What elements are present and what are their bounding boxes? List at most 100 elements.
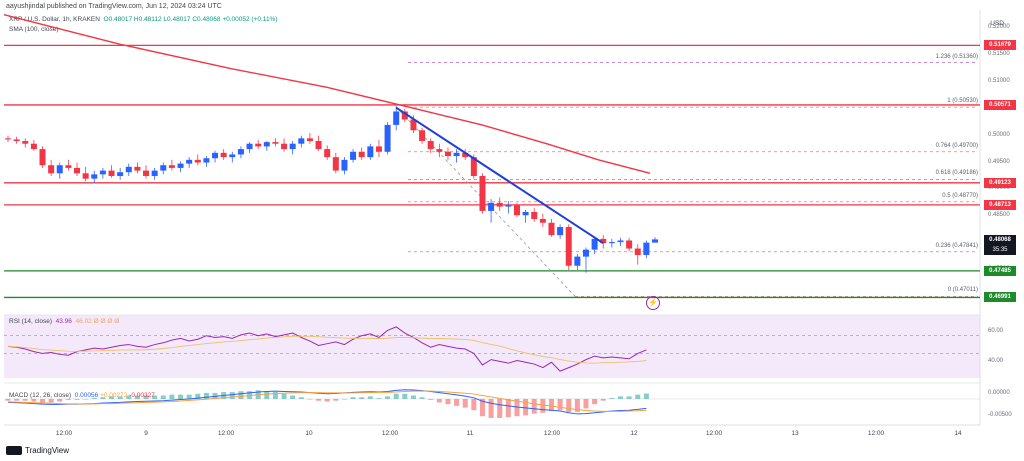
candle-body-23 [203,158,210,163]
macd-hist-36 [316,398,322,401]
candle-body-13 [117,172,124,176]
sma-legend: SMA (100, close) [9,26,59,33]
candle-body-33 [289,143,296,150]
candle-body-46 [401,111,408,120]
macd-hist-73 [635,394,641,399]
candle-body-24 [212,152,219,159]
candle-body-57 [496,202,503,207]
candle-body-63 [548,222,555,236]
macd-hist-22 [195,393,201,399]
candle-body-8 [74,167,81,174]
candle-body-32 [281,143,288,150]
symbol-legend: XRP / U.S. Dollar, 1h, KRAKEN O0.48017 H… [9,16,278,23]
macd-hist-71 [617,396,623,399]
macd-hist-51 [445,398,451,405]
candle-body-39 [341,159,348,171]
macd-hist-69 [600,398,606,401]
price-level-box-2: 0.49123 [984,177,1016,188]
macd-hist-63 [548,398,554,412]
rsi-line [7,326,647,372]
candle-body-14 [125,166,132,173]
macd-legend: MACD (12, 26, close) 0.00056 +0.00272 -0… [9,392,155,399]
candle-body-1 [13,139,20,142]
macd-hist-43 [376,398,382,399]
macd-hist-17 [152,395,158,399]
price-tick-0: 0.52000 [988,24,1010,31]
macd-hist-52 [454,398,460,406]
macd-tick-neg: -0.00500 [988,412,1012,418]
macd-hist-6 [57,398,63,402]
candle-body-68 [591,238,598,250]
candle-body-37 [324,149,331,158]
time-tick-3: 10 [305,430,313,437]
ohlc-values: O0.48017 H0.48112 L0.48017 C0.48068 +0.0… [103,16,278,23]
candle-body-5 [48,165,55,174]
macd-hist-46 [402,393,408,399]
macd-hist-37 [324,398,330,402]
macd-hist-57 [497,398,503,418]
fib-label-0: 1.236 (0.51360) [935,53,978,60]
time-tick-0: 12:00 [55,430,73,437]
candle-body-45 [393,111,400,125]
price-level-box-3: 0.48713 [984,199,1016,210]
candle-body-20 [177,163,184,168]
rsi-background [4,315,980,378]
candle-body-2 [22,141,29,144]
candle-body-70 [608,242,615,244]
macd-hist-44 [385,396,391,399]
candle-body-9 [82,173,89,179]
macd-value-3: -0.00327 [129,392,155,399]
time-tick-5: 11 [466,430,474,437]
candle-body-53 [462,152,469,158]
candle-body-64 [557,227,564,236]
candle-body-28 [246,143,253,150]
rsi-tick-60: 60.00 [988,328,1004,334]
candle-body-26 [229,154,236,158]
macd-hist-49 [428,398,434,400]
macd-hist-18 [160,395,166,399]
candle-body-4 [39,149,46,166]
candle-body-71 [617,240,624,243]
macd-hist-15 [134,395,140,399]
lightning-icon[interactable]: ⚡ [646,296,660,310]
macd-hist-47 [410,395,416,399]
candle-body-42 [367,146,374,158]
macd-hist-4 [40,398,46,403]
rsi-extra: 46.02 Ø Ø Ø Ø [75,318,120,325]
tradingview-logo-icon [6,446,22,455]
candle-body-41 [358,151,365,158]
candle-body-56 [488,202,495,211]
candle-body-48 [419,130,426,142]
candle-body-73 [634,248,641,256]
candle-body-50 [436,149,443,152]
candle-body-66 [574,256,581,266]
macd-hist-50 [436,398,442,403]
macd-hist-72 [626,396,632,399]
candle-body-7 [65,165,72,168]
macd-line [7,389,647,415]
macd-hist-14 [126,395,132,399]
price-tick-1: 0.51500 [988,51,1010,57]
candle-body-43 [375,146,382,152]
candle-body-3 [30,143,37,150]
candle-body-29 [255,143,262,147]
published-line: aayushjindal published on TradingView.co… [6,3,222,10]
candle-body-21 [186,159,193,164]
candle-body-34 [298,138,305,144]
fib-label-6: 0 (0.47011) [947,287,978,294]
candle-body-16 [143,170,150,176]
macd-value-2: +0.00272 [100,392,128,399]
macd-hist-54 [471,398,477,411]
macd-hist-68 [592,398,598,405]
brand[interactable]: TradingView [6,446,69,455]
macd-hist-53 [462,398,468,408]
macd-hist-10 [91,398,97,399]
rsi-label: RSI (14, close) [9,318,52,325]
macd-hist-2 [22,398,28,401]
macd-hist-61 [531,398,537,414]
macd-hist-74 [643,393,649,399]
macd-hist-70 [609,398,615,399]
price-level-box-4: 0.48068 [984,234,1016,245]
candle-body-52 [453,152,460,157]
